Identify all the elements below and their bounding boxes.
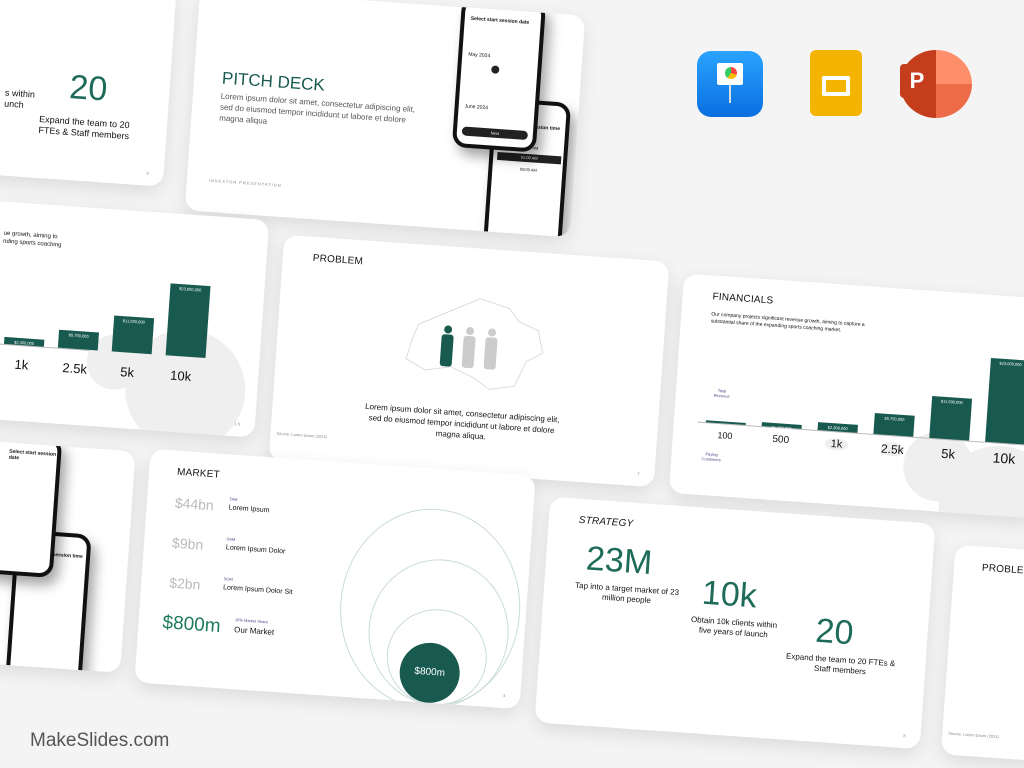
slide-financials-partial[interactable]: ue growth, aiming to nding sports coachi…: [0, 200, 270, 438]
time-option-selected[interactable]: 01:00 AM: [496, 151, 562, 165]
market-tag: SOM: [223, 576, 234, 582]
month-label: June 2024: [464, 103, 489, 112]
slide-title: PROBLEM: [312, 252, 364, 268]
bar: $5,750,000: [873, 413, 915, 437]
market-name: Lorem Ipsum: [228, 504, 270, 515]
market-name: Our Market: [233, 625, 275, 637]
person-icon: [483, 328, 498, 370]
slide-desc: Our company projects significant revenue…: [710, 311, 865, 334]
powerpoint-icon: P: [900, 50, 972, 118]
bar: $23,000,000: [165, 283, 211, 358]
category-label: 1k: [14, 356, 29, 373]
slide-problem-partial[interactable]: PROBLEM Source: Lorem ipsum (2024): [940, 544, 1024, 766]
phone-title: Select start session date: [470, 15, 530, 26]
map-outline-illustration: [405, 298, 544, 390]
category-label: 10k: [992, 449, 1016, 467]
slide-market[interactable]: MARKET $44bn TAM Lorem Ipsum $9bn SAM Lo…: [134, 448, 536, 710]
market-value: $9bn: [171, 534, 204, 553]
stat-big: 20: [68, 68, 109, 109]
page-number: 10: [234, 421, 242, 427]
next-button[interactable]: Next: [461, 126, 529, 141]
stat-text: Expand the team to 20 FTEs & Staff membe…: [38, 113, 130, 142]
bar: $11,500,000: [929, 395, 973, 441]
slide-footer: INVESTOR PRESENTATION: [208, 177, 282, 188]
phone-mockup-calendar: Select start session date May 2024 June …: [451, 0, 547, 153]
time-option[interactable]: 08:00 AM: [519, 166, 538, 173]
market-name: Lorem Ipsum Dolor: [225, 544, 286, 556]
bar: $2,300,000: [817, 421, 859, 433]
bar: $5,750,000: [57, 329, 100, 351]
slide-desc: ue growth, aiming to nding sports coachi…: [2, 230, 62, 249]
market-value-ours: $800m: [161, 612, 222, 638]
bar: $1,150,000: [761, 421, 802, 431]
slide-body: Lorem ipsum dolor sit amet, consectetur …: [218, 91, 416, 126]
customers-label: Paying Customers: [701, 451, 722, 463]
market-name: Lorem Ipsum Dolor Sit: [222, 584, 293, 597]
month-label: May 2024: [468, 51, 491, 60]
person-icon: [439, 325, 454, 367]
market-tag: 10% Market Share: [234, 617, 269, 625]
category-label: 1k: [824, 437, 849, 452]
category-label: 100: [717, 430, 733, 442]
source-note: Source: Lorem ipsum (2024): [276, 430, 328, 440]
stat-big: 10k: [700, 573, 759, 616]
phone-mockup-calendar: Select start session date: [0, 441, 63, 578]
slide-problem[interactable]: PROBLEM Lorem ipsum dolor sit amet, cons…: [268, 234, 670, 488]
watermark: MakeSlides.com: [30, 730, 170, 751]
bar-chart: $230,000 $1,150,000 $2,300,000 $5,750,000 $1…: [697, 336, 1024, 447]
category-label: 5k: [940, 445, 956, 462]
slide-strategy[interactable]: STRATEGY 23M Tap into a target market of…: [534, 496, 936, 750]
category-label: 500: [772, 433, 790, 447]
slide-title: MARKET: [176, 466, 221, 481]
category-label: 10k: [169, 367, 192, 385]
google-slides-icon: [810, 50, 862, 116]
slide-title: FINANCIALS: [712, 291, 774, 307]
stat-big: 23M: [584, 539, 654, 583]
bar: $23,000,000: [985, 357, 1024, 445]
selected-date[interactable]: [491, 65, 500, 74]
stat-text: s within unch: [3, 87, 36, 110]
source-note: Source: Lorem ipsum (2024): [948, 730, 1000, 740]
market-value: $44bn: [174, 494, 215, 514]
slide-phone-partial[interactable]: Select start session date Select start s…: [0, 441, 136, 673]
phone-title: Select start session date: [8, 448, 57, 462]
slide-body: Lorem ipsum dolor sit amet, consectetur …: [364, 401, 560, 442]
page-number: 4: [502, 693, 507, 699]
stat-text: Expand the team to 20 FTEs & Staff membe…: [785, 651, 896, 677]
category-label: 2.5k: [61, 360, 88, 377]
category-label: 5k: [119, 364, 135, 381]
bar-chart: $2,300,000 $5,750,000 $11,500,000 $23,00…: [0, 264, 233, 360]
stat-big: 20: [814, 611, 855, 653]
people-icons: [439, 325, 498, 370]
keynote-icon: [697, 51, 763, 117]
slide-strategy-partial[interactable]: k s within unch 20 Expand the team to 20…: [0, 0, 177, 187]
category-label: 2.5k: [879, 441, 905, 458]
slide-title: PROBLEM: [981, 562, 1024, 578]
market-tag: SAM: [226, 536, 236, 542]
slide-financials[interactable]: FINANCIALS Our company projects signific…: [668, 273, 1024, 519]
market-tag: TAM: [229, 496, 238, 502]
person-icon: [461, 327, 476, 369]
slide-title: STRATEGY: [578, 514, 634, 530]
page-number: 8: [146, 170, 150, 176]
stat-text: Obtain 10k clients within five years of …: [690, 614, 778, 640]
bar: $11,500,000: [111, 315, 155, 355]
slide-pitch-deck[interactable]: PITCH DECK Lorem ipsum dolor sit amet, c…: [184, 0, 586, 238]
bar: $230,000: [705, 420, 746, 429]
market-value: $2bn: [168, 574, 201, 593]
page-number: 7: [637, 471, 641, 477]
page-number: 8: [903, 733, 907, 739]
stat-text: Tap into a target market of 23 million p…: [574, 580, 680, 606]
